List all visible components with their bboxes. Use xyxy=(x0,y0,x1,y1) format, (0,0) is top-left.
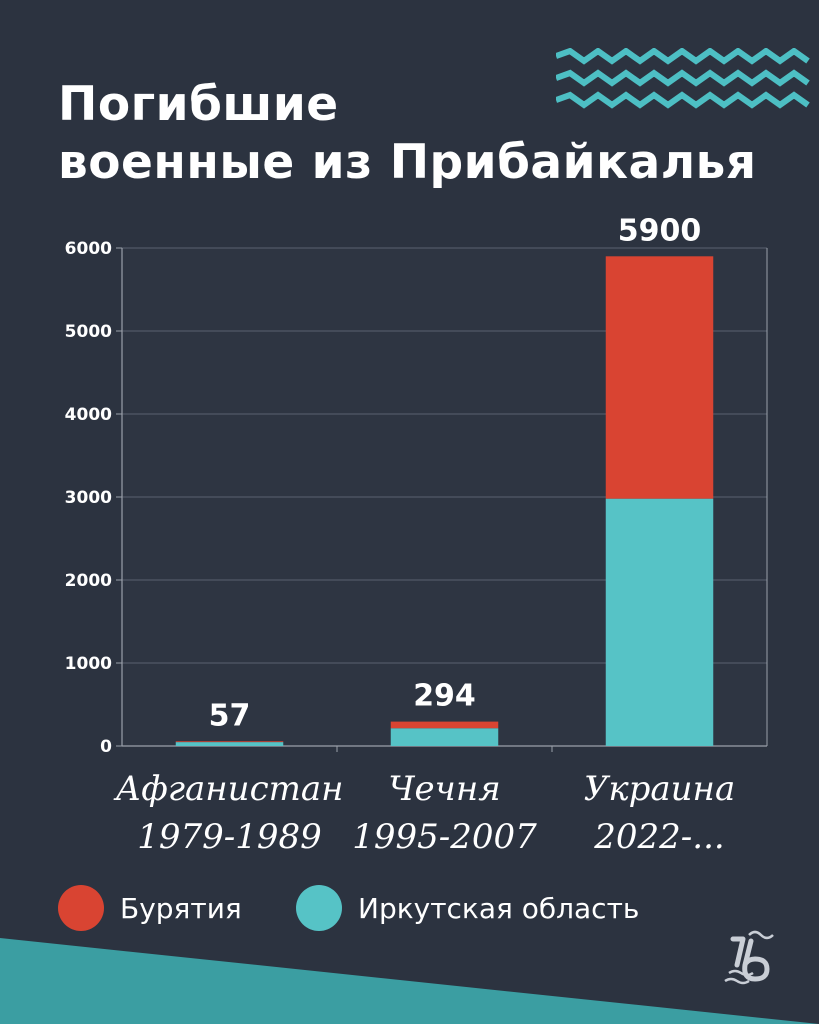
legend-label-buryatia: Бурятия xyxy=(120,891,242,925)
wave-line xyxy=(556,91,810,109)
stacked-bar-chart: 0 1000 2000 3000 4000 5000 6000 57 Афганистан 197… xyxy=(65,213,768,857)
total-data-label: 5900 xyxy=(618,213,702,248)
bar-segment-irkutsk xyxy=(390,728,499,746)
y-tick-label: 6000 xyxy=(65,239,112,259)
y-tick-label: 2000 xyxy=(65,571,112,591)
x-category-label: 1995-2007 xyxy=(352,817,537,857)
title-line-1: Погибшие xyxy=(58,77,339,132)
legend-item-irkutsk: Иркутская область xyxy=(296,882,639,934)
page-title: Погибшие военные из Прибайкалья xyxy=(58,76,798,192)
bar-segment-buryatia xyxy=(390,721,499,729)
bar-segment-buryatia xyxy=(605,256,714,499)
wave-line xyxy=(556,69,810,87)
total-data-label: 294 xyxy=(413,679,476,714)
y-tick-label: 4000 xyxy=(65,405,112,425)
legend-item-buryatia: Бурятия xyxy=(58,882,242,934)
x-category-label: 2022-... xyxy=(593,817,724,857)
wave-lines-icon xyxy=(556,48,810,109)
y-tick-label: 0 xyxy=(100,737,112,757)
bottom-band xyxy=(0,938,819,1024)
total-data-label: 57 xyxy=(209,698,251,733)
lb-logo-icon xyxy=(724,930,774,985)
title-line-2: военные из Прибайкалья xyxy=(58,135,757,190)
y-tick-label: 5000 xyxy=(65,322,112,342)
bar-segment-buryatia xyxy=(175,741,284,743)
legend-swatch-irkutsk xyxy=(296,885,342,931)
bar-segment-irkutsk xyxy=(175,742,284,746)
legend-swatch-buryatia xyxy=(58,885,104,931)
x-category-label: Чечня xyxy=(388,769,500,809)
wave-line xyxy=(556,48,810,65)
x-category-label: 1979-1989 xyxy=(137,817,322,857)
x-category-label: Украина xyxy=(584,769,735,809)
bar-segment-irkutsk xyxy=(605,498,714,746)
y-tick-label: 1000 xyxy=(65,654,112,674)
legend-label-irkutsk: Иркутская область xyxy=(358,891,640,925)
y-tick-label: 3000 xyxy=(65,488,112,508)
x-category-label: Афганистан xyxy=(113,769,343,809)
